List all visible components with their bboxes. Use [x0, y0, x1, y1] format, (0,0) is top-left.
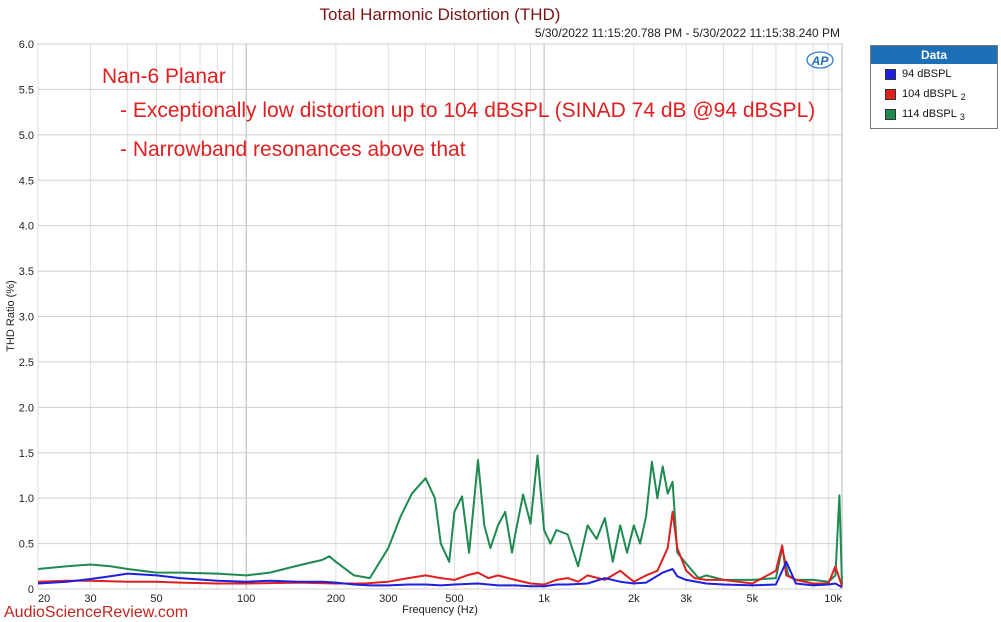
grid-lines	[37, 43, 843, 590]
legend-title: Data	[871, 46, 997, 64]
series-line-2	[37, 510, 843, 587]
x-tick-label: 500	[445, 593, 463, 605]
legend-index: 2	[960, 92, 966, 102]
y-tick-label: 0.5	[19, 539, 34, 551]
y-tick-label: 2.0	[19, 402, 34, 414]
y-tick-label: 4.0	[19, 221, 34, 233]
legend-label: 114 dBSPL	[902, 108, 957, 120]
y-tick-label: 6.0	[19, 39, 34, 51]
x-tick-label: 3k	[680, 593, 692, 605]
y-tick-label: 5.0	[19, 130, 34, 142]
x-tick-label: 100	[237, 593, 255, 605]
legend-item: 104 dBSPL 2	[871, 84, 997, 104]
legend-swatch	[885, 88, 896, 100]
legend-index: 3	[959, 112, 965, 122]
legend-swatch	[885, 108, 896, 120]
y-tick-label: 3.0	[19, 312, 34, 324]
legend-swatch	[885, 68, 896, 80]
legend-label: 94 dBSPL	[902, 68, 952, 80]
y-axis-label: THD Ratio (%)	[5, 280, 17, 352]
series-line-3	[37, 454, 843, 585]
legend: Data 94 dBSPL 104 dBSPL 2 114 dBSPL 3	[870, 45, 998, 129]
series-lines	[37, 454, 843, 589]
y-tick-label: 1.5	[19, 448, 34, 460]
legend-item: 114 dBSPL 3	[871, 104, 997, 124]
y-tick-label: 0	[28, 584, 34, 596]
y-tick-label: 5.5	[19, 84, 34, 96]
annotation-line-1: - Exceptionally low distortion up to 104…	[120, 99, 815, 122]
annotation-line-2: - Narrowband resonances above that	[120, 138, 466, 161]
y-tick-label: 4.5	[19, 175, 34, 187]
y-axis-ticks: 0 0.5 1.0 1.5 2.0 2.5 3.0 3.5 4.0 4.5 5.0 5.5 6.0	[19, 39, 34, 596]
legend-label: 104 dBSPL	[902, 88, 958, 100]
y-tick-label: 2.5	[19, 357, 34, 369]
watermark: AudioScienceReview.com	[4, 604, 188, 621]
x-tick-label: 50	[150, 593, 162, 605]
x-tick-label: 10k	[824, 593, 842, 605]
series-line-1	[37, 560, 843, 589]
x-tick-label: 2k	[628, 593, 640, 605]
ap-logo-text: AP	[811, 54, 830, 68]
x-tick-label: 1k	[538, 593, 550, 605]
x-tick-label: 300	[379, 593, 397, 605]
legend-item: 94 dBSPL	[871, 64, 997, 84]
x-tick-label: 200	[327, 593, 345, 605]
x-axis-label: Frequency (Hz)	[402, 604, 478, 616]
x-axis-ticks: 20 30 50 100 200 300 500 1k 2k 3k 5k 10k	[38, 593, 842, 605]
x-tick-label: 30	[84, 593, 96, 605]
chart-title: Total Harmonic Distortion (THD)	[320, 5, 561, 24]
y-tick-label: 3.5	[19, 266, 34, 278]
x-tick-label: 20	[38, 593, 50, 605]
ap-logo: AP	[806, 51, 834, 69]
annotation-heading: Nan-6 Planar	[102, 65, 226, 88]
y-tick-label: 1.0	[19, 493, 34, 505]
x-tick-label: 5k	[747, 593, 759, 605]
chart-subtitle: 5/30/2022 11:15:20.788 PM - 5/30/2022 11…	[535, 26, 840, 40]
